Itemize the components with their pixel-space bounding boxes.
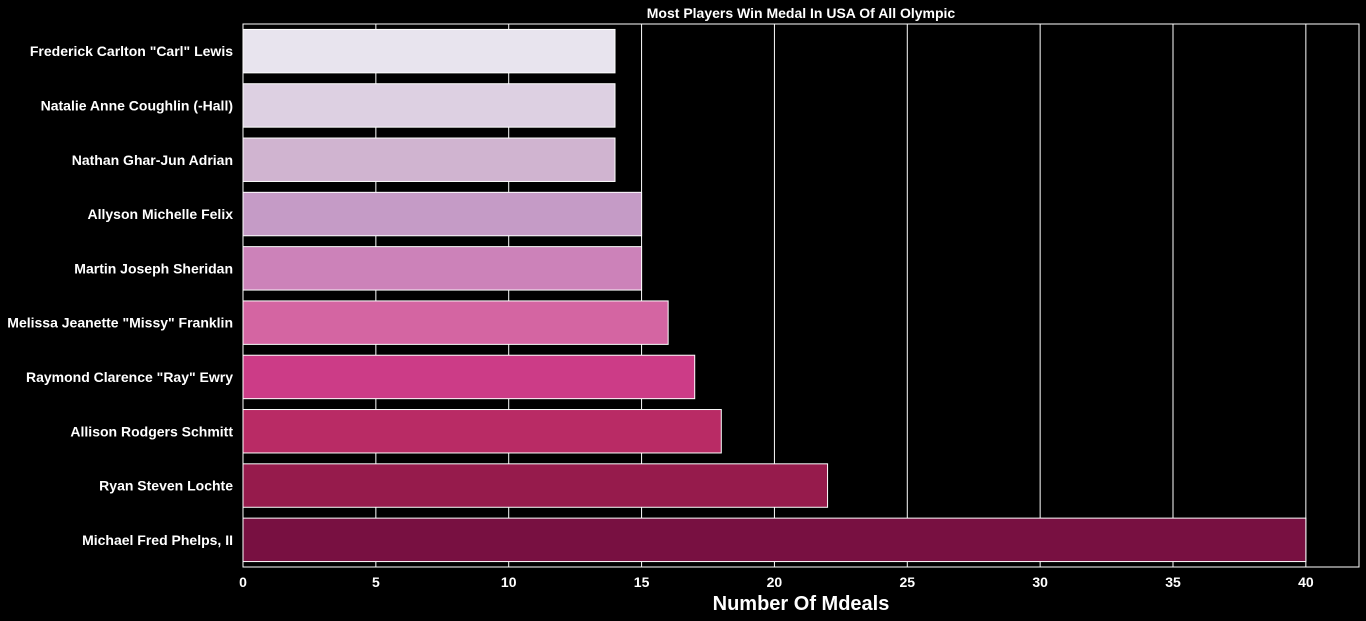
bar xyxy=(242,517,1307,563)
category-label: Allyson Michelle Felix xyxy=(88,206,234,222)
category-label: Natalie Anne Coughlin (-Hall) xyxy=(41,97,233,113)
chart-title: Most Players Win Medal In USA Of All Oly… xyxy=(647,5,956,21)
category-label: Michael Fred Phelps, II xyxy=(82,532,233,548)
category-label: Allison Rodgers Schmitt xyxy=(70,423,233,439)
category-labels: Frederick Carlton "Carl" Lewis Natalie An… xyxy=(7,43,233,548)
x-tick-label: 5 xyxy=(372,574,380,590)
category-label: Raymond Clarence "Ray" Ewry xyxy=(26,369,233,385)
bar xyxy=(242,137,616,182)
category-label: Melissa Jeanette "Missy" Franklin xyxy=(7,315,233,331)
category-label: Nathan Ghar-Jun Adrian xyxy=(72,152,233,168)
x-tick-label: 10 xyxy=(501,574,517,590)
bar xyxy=(242,246,643,291)
category-label: Ryan Steven Lochte xyxy=(99,478,233,494)
x-tick-label: 30 xyxy=(1032,574,1048,590)
x-tick-label: 40 xyxy=(1298,574,1314,590)
category-label: Martin Joseph Sheridan xyxy=(74,260,233,276)
x-axis-label: Number Of Mdeals xyxy=(713,593,890,615)
x-tick-label: 0 xyxy=(239,574,247,590)
bars xyxy=(242,28,1307,563)
x-tick-label: 35 xyxy=(1165,574,1181,590)
bar xyxy=(242,354,696,400)
bar xyxy=(242,28,616,74)
category-label: Frederick Carlton "Carl" Lewis xyxy=(30,43,233,59)
x-tick-label: 25 xyxy=(899,574,915,590)
bar xyxy=(242,463,829,508)
x-tick-label: 20 xyxy=(767,574,783,590)
bar xyxy=(242,191,643,237)
bar xyxy=(242,300,669,345)
plot-frame xyxy=(242,23,1360,568)
bar xyxy=(242,409,722,454)
bar xyxy=(242,83,616,128)
x-tick-label: 15 xyxy=(634,574,650,590)
x-tick-labels: 0 5 10 15 20 25 30 35 40 xyxy=(239,574,1314,590)
